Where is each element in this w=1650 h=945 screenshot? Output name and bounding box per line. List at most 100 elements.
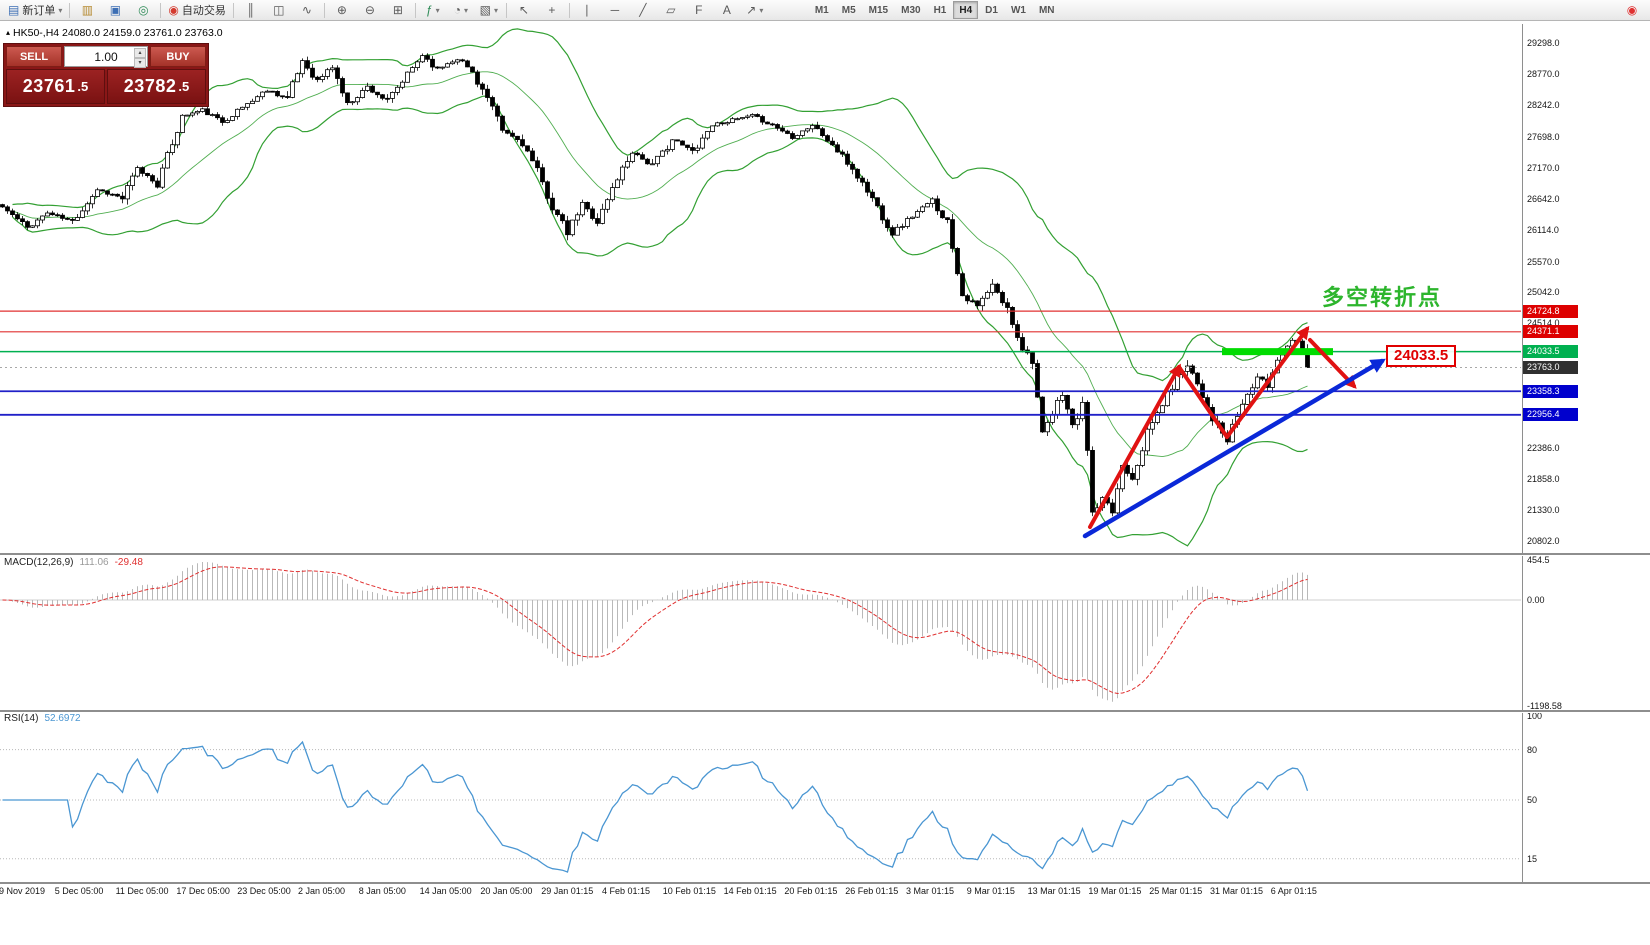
candles-layer	[0, 53, 1310, 517]
toolbar-separator	[160, 2, 162, 18]
data-window-button[interactable]: ▣	[101, 0, 129, 20]
buy-button[interactable]: BUY	[150, 46, 206, 67]
toolbar-separator	[414, 2, 416, 18]
crosshair-icon: +	[548, 3, 556, 17]
crosshair-button[interactable]: +	[538, 0, 566, 20]
red-zigzag-arrow-3	[1308, 338, 1357, 389]
navigator-button[interactable]: ◎	[129, 0, 157, 20]
vertical-line-button[interactable]: ∣	[573, 0, 601, 20]
new-order-caret-icon: ▾	[58, 5, 63, 15]
chart-bars-icon: ║	[246, 3, 256, 17]
fibonacci-button[interactable]: F	[685, 0, 713, 20]
macd-main-value: 111.06	[79, 557, 109, 568]
timeframe-m5-button[interactable]: M5	[841, 4, 856, 16]
macd-signal-value: -29.48	[114, 557, 143, 568]
timeframe-m15-button[interactable]: M15	[868, 4, 889, 16]
price-callout-label[interactable]: 24033.5	[1386, 345, 1457, 367]
zoom-out-button[interactable]: ⊖	[356, 0, 384, 20]
volume-up-button[interactable]: ▴	[134, 48, 146, 58]
symbol-ohlc-text: HK50-,H4 24080.0 24159.0 23761.0 23763.0	[13, 27, 223, 39]
text-button[interactable]: A	[713, 0, 741, 20]
periods-button[interactable]: ◔ ▾	[447, 0, 475, 20]
sell-price[interactable]: 23761 .5	[6, 69, 105, 104]
trendline-button[interactable]: ╱	[629, 0, 657, 20]
chart-macd-splitter[interactable]	[0, 553, 1650, 556]
arrow-tools-button[interactable]: ↗ ▾	[741, 0, 769, 20]
autotrading-label: 自动交易	[181, 5, 226, 17]
macd-signal-line	[2, 566, 1308, 695]
horizontal-line-button[interactable]: ─	[601, 0, 629, 20]
market-watch-button[interactable]: ▥	[73, 0, 101, 20]
red-zigzag-arrow-2	[1225, 325, 1310, 439]
periods-icon: ◔	[453, 3, 461, 17]
toolbar-separator	[323, 2, 325, 18]
symbol-arrow-icon: ▴	[6, 28, 11, 37]
channel-icon: ▱	[666, 3, 676, 17]
macd-rsi-splitter[interactable]	[0, 710, 1650, 713]
toolbar-separator	[232, 2, 234, 18]
timeframe-w1-button[interactable]: W1	[1010, 4, 1026, 16]
tile-windows-icon: ⊞	[392, 3, 403, 17]
indicators-caret-icon: ▾	[435, 5, 440, 15]
rsi-layer	[0, 740, 1521, 873]
red-zigzag-arrow-1	[1177, 365, 1229, 439]
templates-button[interactable]: ▧ ▾	[475, 0, 503, 20]
fibonacci-icon: F	[695, 3, 703, 17]
chart-bars-button[interactable]: ║	[237, 0, 265, 20]
indicators-icon: ƒ	[425, 3, 433, 17]
templates-caret-icon: ▾	[494, 5, 499, 15]
data-window-icon: ▣	[109, 3, 122, 17]
buy-price[interactable]: 23782 .5	[107, 69, 206, 104]
macd-name: MACD(12,26,9)	[4, 557, 74, 568]
timeframe-m1-button[interactable]: M1	[814, 4, 829, 16]
toolbar-separator	[568, 2, 570, 18]
zoom-in-button[interactable]: ⊕	[328, 0, 356, 20]
channel-button[interactable]: ▱	[657, 0, 685, 20]
new-order-button[interactable]: ▤ 新订单 ▾	[4, 0, 66, 20]
rsi-value: 52.6972	[44, 713, 81, 724]
macd-indicator-label: MACD(12,26,9) 111.06 -29.48	[4, 557, 143, 568]
autotrading-button[interactable]: ◉ 自动交易	[164, 0, 229, 20]
timeframe-group: M1 M5 M15 M30 H1 H4 D1 W1 MN	[809, 1, 1061, 19]
turning-point-annotation[interactable]: 多空转折点	[1322, 285, 1443, 310]
rsi-timeaxis-splitter[interactable]	[0, 882, 1650, 885]
arrow-tools-icon: ↗	[746, 3, 757, 17]
news-alert-button[interactable]: ◉	[1618, 0, 1646, 20]
macd-layer	[0, 562, 1521, 702]
periods-caret-icon: ▾	[463, 5, 468, 15]
rsi-line	[2, 740, 1309, 873]
annotations-layer[interactable]	[1082, 325, 1386, 539]
volume-input[interactable]: 1.00 ▴ ▾	[64, 46, 148, 68]
chart-line-button[interactable]: ∿	[293, 0, 321, 20]
new-order-icon: ▤	[8, 3, 20, 17]
tile-windows-button[interactable]: ⊞	[384, 0, 412, 20]
indicators-button[interactable]: ƒ ▾	[419, 0, 447, 20]
toolbar: ▤ 新订单 ▾ ▥ ▣ ◎ ◉ 自动交易 ║ ◫ ∿ ⊕ ⊖ ⊞ ƒ ▾ ◔ ▾ ▧ ▾ ↖ + ∣ ─ ╱ ▱ F A ↗ ▾ M1 M5 M…	[0, 0, 1650, 21]
timeframe-m30-button[interactable]: M30	[901, 4, 921, 16]
timeframe-mn-button[interactable]: MN	[1038, 4, 1055, 16]
timeframe-d1-button[interactable]: D1	[985, 4, 998, 16]
new-order-label: 新订单	[22, 5, 56, 17]
cursor-icon: ↖	[518, 3, 529, 17]
buy-price-main: 23782	[123, 76, 177, 96]
rsi-indicator-label: RSI(14) 52.6972	[4, 713, 81, 724]
red-zigzag-arrow-0	[1088, 363, 1181, 529]
cursor-button[interactable]: ↖	[510, 0, 538, 20]
volume-down-button[interactable]: ▾	[134, 58, 146, 68]
timeframe-h1-button[interactable]: H1	[933, 4, 947, 16]
chart-line-icon: ∿	[301, 3, 312, 17]
buy-price-frac: .5	[178, 79, 190, 94]
text-icon: A	[722, 3, 731, 17]
chart-candles-button[interactable]: ◫	[265, 0, 293, 20]
sell-price-main: 23761	[22, 76, 76, 96]
horizontal-line-icon: ─	[610, 3, 620, 17]
timeframe-h4-button[interactable]: H4	[953, 1, 979, 19]
toolbar-separator	[505, 2, 507, 18]
sell-button[interactable]: SELL	[6, 46, 62, 67]
arrow-tools-caret-icon: ▾	[759, 5, 764, 15]
vertical-line-icon: ∣	[583, 3, 590, 17]
navigator-icon: ◎	[138, 3, 149, 17]
bollinger-middle-band	[12, 71, 1308, 458]
toolbar-separator	[69, 2, 71, 18]
